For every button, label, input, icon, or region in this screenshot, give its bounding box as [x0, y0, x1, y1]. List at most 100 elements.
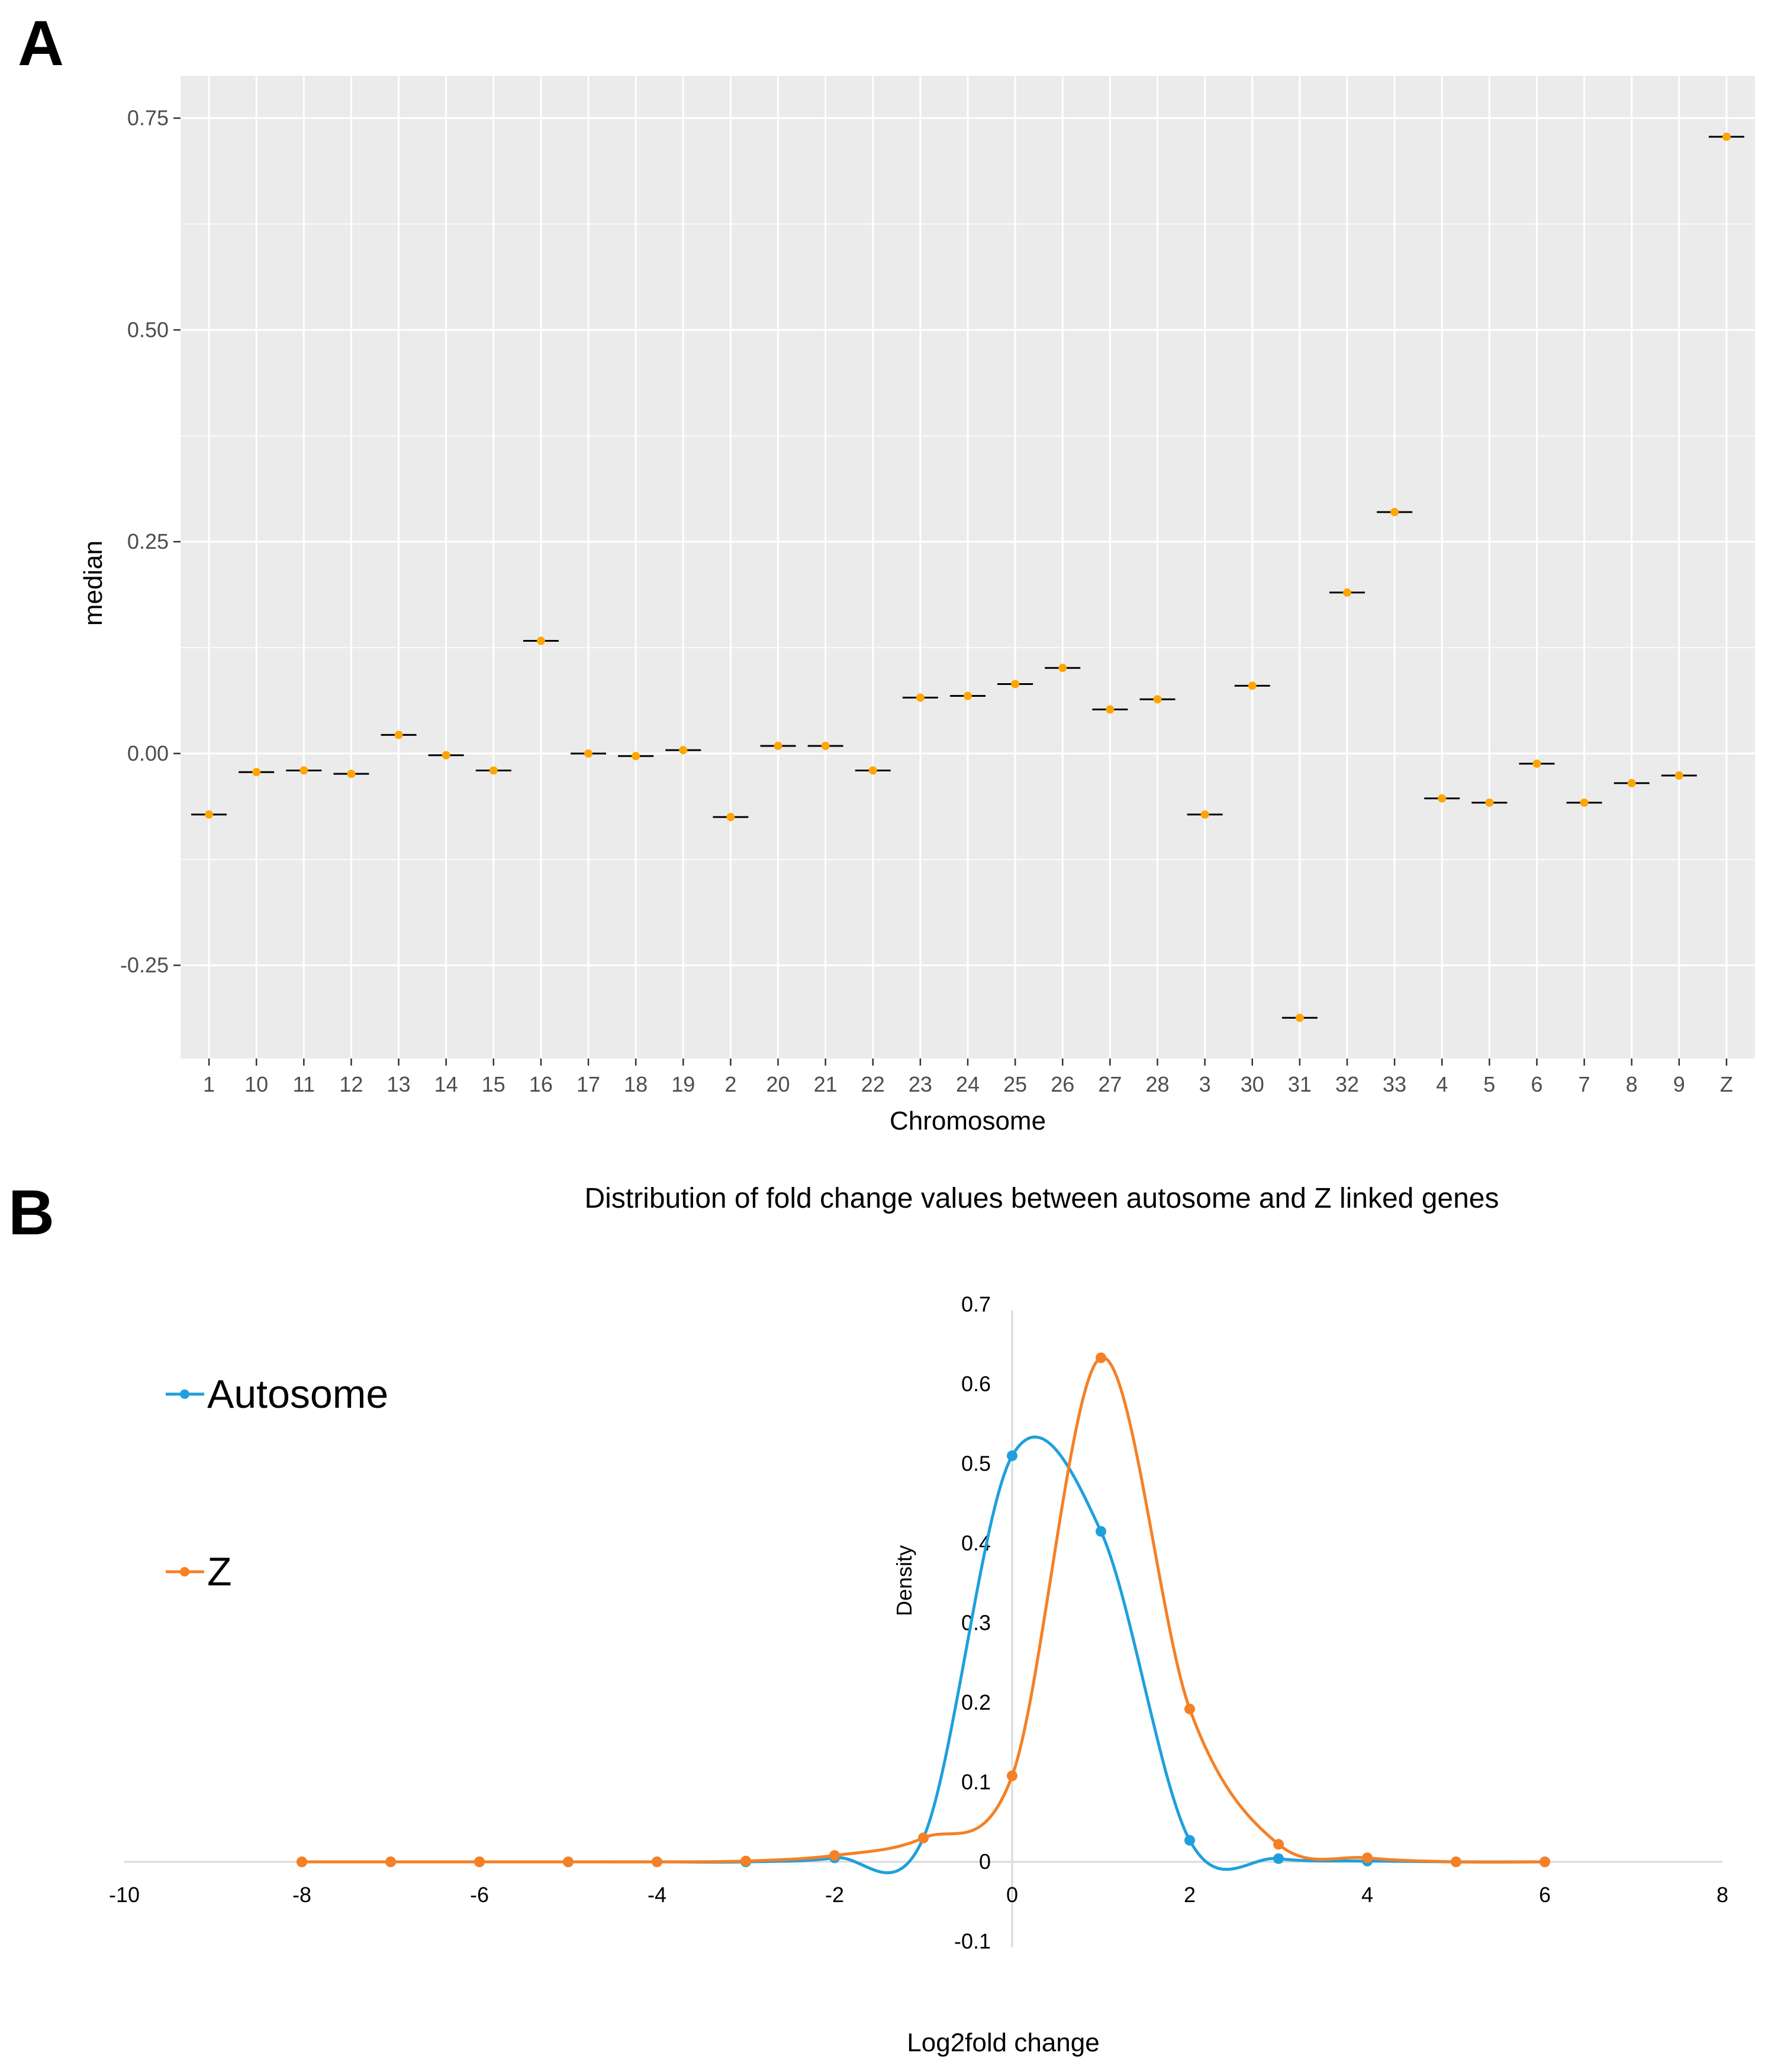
x-tick-label-chr-23: 23: [909, 1072, 932, 1096]
x-tick-label-chr-26: 26: [1051, 1072, 1074, 1096]
panel-b-label: B: [8, 1176, 54, 1248]
y-tick-label-0-25: 0.25: [127, 529, 169, 554]
median-point-chr-12: [347, 770, 356, 778]
series-point-z-x2: [829, 1850, 840, 1861]
x-tick-label-chr-27: 27: [1098, 1072, 1122, 1096]
x-tick-label-8: 8: [1717, 1883, 1728, 1907]
legend-autosome-marker: [180, 1389, 189, 1399]
x-tick-label-chr-1: 1: [203, 1072, 215, 1096]
y-tick-label-0-2: 0.2: [961, 1690, 991, 1714]
x-tick-label-4: -4: [648, 1883, 666, 1907]
x-tick-label-2: -2: [825, 1883, 844, 1907]
panel-b-title: Distribution of fold change values betwe…: [585, 1183, 1499, 1214]
x-tick-label-chr-6: 6: [1531, 1072, 1542, 1096]
x-tick-label-chr-13: 13: [387, 1072, 411, 1096]
median-point-chr-25: [1011, 680, 1020, 688]
median-point-chr-4: [1438, 794, 1447, 803]
series-point-z-x5: [563, 1857, 574, 1867]
median-point-chr-1: [205, 810, 214, 819]
x-tick-label-chr-18: 18: [624, 1072, 648, 1096]
series-point-z-x4: [652, 1857, 662, 1867]
series-point-z-x8: [297, 1857, 307, 1867]
x-tick-label-chr-16: 16: [529, 1072, 553, 1096]
x-tick-label-chr-31: 31: [1288, 1072, 1312, 1096]
x-tick-label-chr-21: 21: [814, 1072, 838, 1096]
x-tick-label-chr-25: 25: [1003, 1072, 1027, 1096]
x-tick-label-chr-z: Z: [1720, 1072, 1733, 1096]
median-point-chr-20: [774, 741, 782, 750]
median-point-chr-21: [821, 741, 830, 750]
panel-b-series: [297, 1352, 1550, 1874]
y-tick-label-0-25: -0.25: [120, 953, 169, 977]
series-point-z-x6: [474, 1857, 485, 1867]
median-point-chr-32: [1342, 588, 1351, 597]
median-point-chr-10: [252, 768, 261, 777]
median-point-chr-15: [489, 766, 498, 775]
panel-a-y-axis-title: median: [79, 540, 108, 626]
median-point-chr-5: [1485, 798, 1494, 807]
x-tick-label-chr-15: 15: [482, 1072, 505, 1096]
x-tick-label-chr-20: 20: [766, 1072, 790, 1096]
y-tick-label-0-3: 0.3: [961, 1611, 991, 1635]
y-tick-label-0-7: 0.7: [961, 1292, 991, 1317]
median-point-chr-19: [679, 746, 688, 755]
series-line-autosome: [302, 1435, 1545, 1874]
y-tick-label-0-00: 0.00: [127, 741, 169, 765]
series-point-autosome-x2: [1184, 1835, 1195, 1846]
panel-b-axes: -10 -8 -6 -4 -2 0 2 4 6 8-0.100.10.20.30.40.50.60…: [109, 1292, 1728, 1954]
y-tick-label-0-5: 0.5: [961, 1452, 991, 1476]
median-point-chr-2: [726, 813, 735, 822]
series-point-z-x7: [385, 1857, 396, 1867]
x-tick-label-chr-17: 17: [577, 1072, 600, 1096]
panel-b-x-axis-title: Log2fold change: [907, 2028, 1099, 2057]
x-tick-label-chr-11: 11: [293, 1072, 315, 1096]
x-tick-label-chr-9: 9: [1673, 1072, 1685, 1096]
series-point-z-x2: [1184, 1703, 1195, 1714]
median-point-chr-7: [1580, 798, 1589, 807]
x-tick-label-chr-24: 24: [956, 1072, 980, 1096]
x-tick-label-chr-22: 22: [861, 1072, 885, 1096]
y-tick-label-0-1: 0.1: [961, 1770, 991, 1794]
median-point-chr-9: [1674, 771, 1683, 780]
y-tick-label-0-1: -0.1: [954, 1929, 991, 1954]
x-tick-label-chr-12: 12: [339, 1072, 363, 1096]
y-tick-label-0-75: 0.75: [127, 106, 169, 130]
legend-z-label: Z: [207, 1549, 232, 1594]
x-tick-label-chr-7: 7: [1579, 1072, 1590, 1096]
median-point-chr-z: [1722, 133, 1731, 141]
panel-b-chart: Distribution of fold change values betwe…: [109, 1183, 1728, 2057]
series-point-autosome-x3: [1273, 1853, 1284, 1864]
series-point-z-x3: [740, 1855, 751, 1867]
median-point-chr-30: [1248, 681, 1257, 690]
y-tick-label-0-6: 0.6: [961, 1372, 991, 1396]
x-tick-label-chr-8: 8: [1626, 1072, 1638, 1096]
x-tick-label-chr-5: 5: [1483, 1072, 1495, 1096]
x-tick-label-8: -8: [292, 1883, 311, 1907]
x-tick-label-chr-33: 33: [1383, 1072, 1406, 1096]
series-point-autosome-x0: [1007, 1450, 1017, 1462]
x-tick-label-6: -6: [470, 1883, 489, 1907]
x-tick-label-chr-4: 4: [1436, 1072, 1448, 1096]
panel-a-x-axis: 1 10 11 12 13 14 15 16 17 18 19 2 20 21 22 23 24 25 26 27 28…: [203, 1058, 1733, 1096]
x-tick-label-chr-19: 19: [671, 1072, 695, 1096]
panel-b-legend: Autosome Z: [166, 1372, 388, 1594]
x-tick-label-chr-10: 10: [244, 1072, 268, 1096]
series-point-z-x3: [1273, 1839, 1284, 1850]
median-point-chr-33: [1390, 507, 1399, 516]
median-point-chr-18: [632, 752, 640, 761]
x-tick-label-chr-14: 14: [434, 1072, 458, 1096]
panel-a-label: A: [18, 7, 64, 79]
median-point-chr-17: [584, 749, 593, 758]
x-tick-label-2: 2: [1184, 1883, 1196, 1907]
x-tick-label-chr-28: 28: [1145, 1072, 1169, 1096]
x-tick-label-chr-3: 3: [1199, 1072, 1211, 1096]
x-tick-label-6: 6: [1539, 1883, 1551, 1907]
series-point-z-x1: [918, 1832, 929, 1843]
median-point-chr-31: [1295, 1014, 1304, 1022]
series-point-z-x5: [1451, 1857, 1461, 1867]
y-tick-label-0-50: 0.50: [127, 317, 169, 342]
x-tick-label-chr-30: 30: [1241, 1072, 1264, 1096]
x-tick-label-4: 4: [1361, 1883, 1373, 1907]
x-tick-label-chr-32: 32: [1335, 1072, 1359, 1096]
x-tick-label-chr-2: 2: [724, 1072, 736, 1096]
